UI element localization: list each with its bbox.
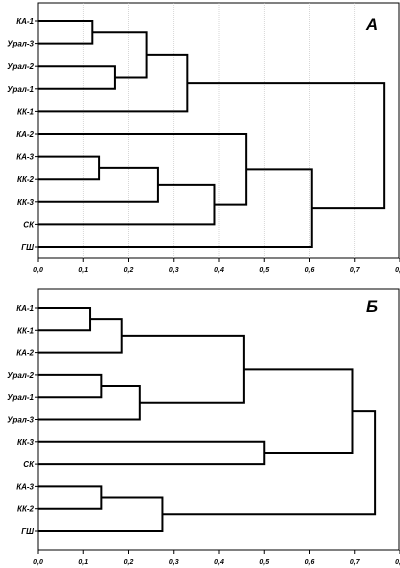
leaf-label: КК-2	[17, 175, 35, 184]
dendrogram-link	[38, 20, 94, 45]
leaf-label: Урал-2	[7, 62, 34, 71]
dendrogram-link	[92, 31, 148, 79]
leaf-label: КК-1	[17, 326, 35, 335]
leaf-label: Урал-1	[7, 85, 34, 94]
leaf-label: КА-1	[16, 17, 34, 26]
dendrogram-link	[38, 183, 216, 226]
dendrogram-panel-a: 0,0 0,1 0,2 0,3 0,4 0,5 0,6 0,7 0,8 КА-1 Урал-3 Ура…	[7, 2, 400, 274]
leaf-label: СК	[23, 220, 35, 229]
panel-label: А	[365, 15, 378, 34]
leaf-label: Урал-3	[7, 416, 34, 425]
x-tick-label: 0,2	[124, 559, 134, 566]
dendrogram-link	[162, 410, 377, 516]
dendrogram-link	[38, 53, 189, 113]
x-tick-label: 0,5	[259, 559, 269, 566]
leaf-label: СК	[23, 460, 35, 469]
leaf-label: КА-2	[16, 349, 34, 358]
x-tick-label: 0,7	[350, 559, 361, 566]
dendrogram-link	[243, 368, 354, 454]
leaf-label: КК-3	[17, 438, 35, 447]
x-tick-label: 0,0	[33, 267, 43, 274]
x-tick-label: 0,4	[214, 559, 224, 566]
leaf-label: КА-1	[16, 304, 34, 313]
dendrogram-link	[38, 155, 101, 181]
dendrogram-link	[38, 307, 92, 332]
leaf-label: КК-2	[17, 505, 35, 514]
dendrogram-link	[38, 166, 159, 203]
panel-label: Б	[366, 297, 378, 316]
leaf-label: Урал-2	[7, 371, 34, 380]
x-tick-label: 0,3	[169, 559, 179, 566]
leaf-label: КА-2	[16, 130, 34, 139]
x-tick-label: 0,1	[78, 267, 88, 274]
dendrogram-link	[38, 496, 164, 532]
x-tick-label: 0,6	[305, 559, 315, 566]
dendrogram-link	[187, 82, 386, 210]
leaf-label: КК-1	[17, 107, 35, 116]
leaf-label: Урал-1	[7, 393, 34, 402]
dendrogram-link	[121, 334, 245, 404]
leaf-label: Урал-3	[7, 40, 34, 49]
leaf-label: КА-3	[16, 482, 34, 491]
dendrogram-link	[38, 318, 123, 354]
x-tick-label: 0,5	[259, 267, 269, 274]
dendrogram-link	[38, 385, 141, 421]
x-tick-label: 0,4	[214, 267, 224, 274]
leaf-label: ГШ	[21, 527, 34, 536]
x-tick-label: 0,0	[33, 559, 43, 566]
dendrogram-link	[38, 65, 116, 90]
dendrogram-link	[38, 373, 103, 399]
leaf-label: ГШ	[21, 243, 34, 252]
x-tick-label: 0,6	[305, 267, 315, 274]
dendrogram-link	[38, 440, 266, 466]
x-tick-label: 0,8	[395, 559, 400, 566]
x-tick-label: 0,2	[124, 267, 134, 274]
dendrogram-panel-b: 0,0 0,1 0,2 0,3 0,4 0,5 0,6 0,7 0,8 КА-1 КК-1 КА-2 У…	[7, 288, 400, 566]
x-tick-label: 0,3	[169, 267, 179, 274]
x-tick-label: 0,7	[350, 267, 361, 274]
dendrogram-link	[38, 168, 313, 248]
x-tick-label: 0,1	[78, 559, 88, 566]
dendrogram-link	[38, 485, 103, 510]
x-tick-label: 0,8	[395, 267, 400, 274]
leaf-label: КК-3	[17, 198, 35, 207]
leaf-label: КА-3	[16, 153, 34, 162]
